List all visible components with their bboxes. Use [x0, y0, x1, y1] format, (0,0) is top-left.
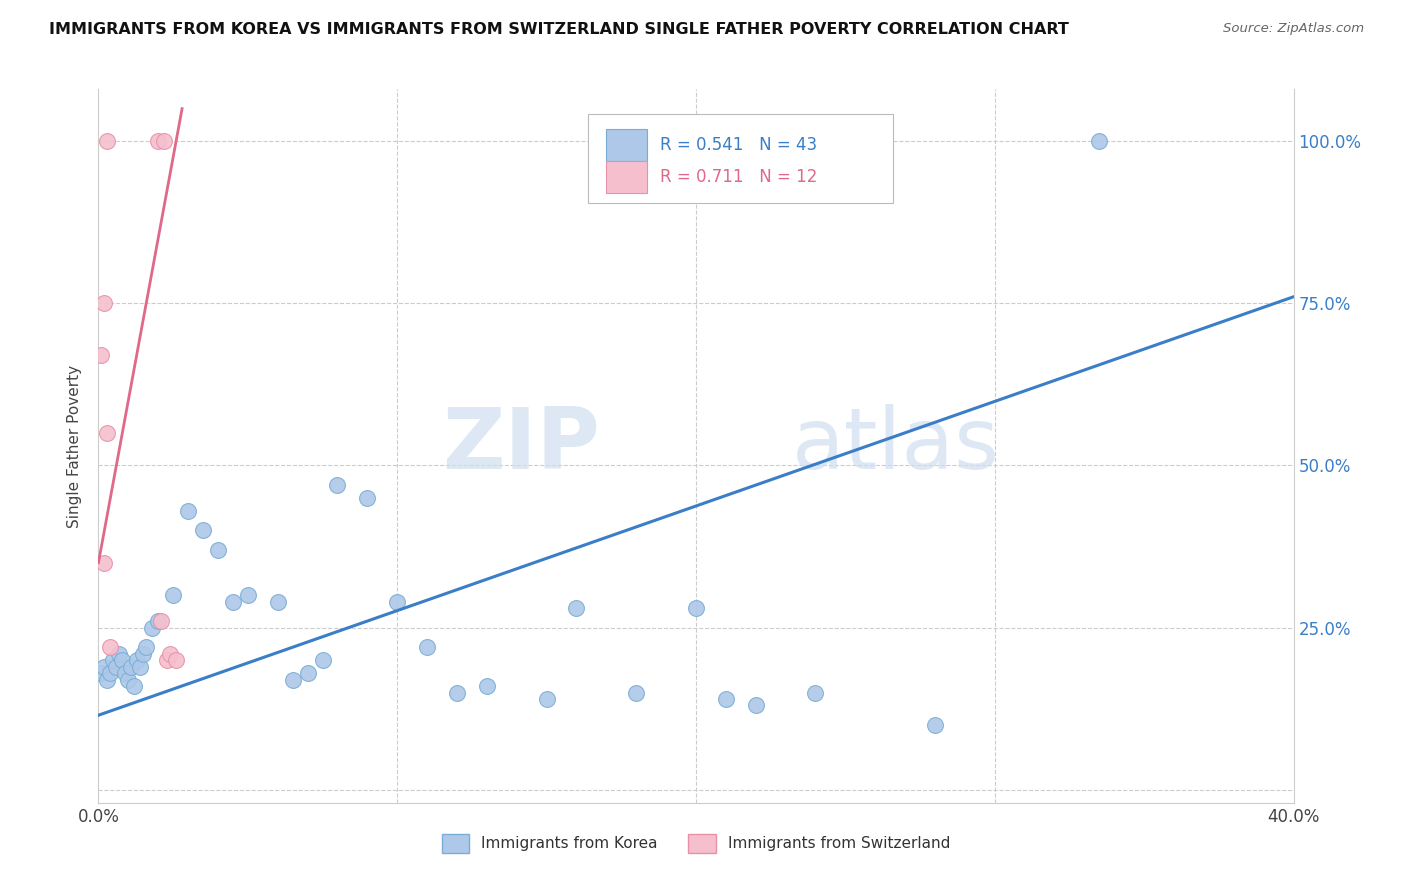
Point — [96, 673, 118, 687]
Point — [475, 679, 498, 693]
Point — [90, 666, 112, 681]
Text: Source: ZipAtlas.com: Source: ZipAtlas.com — [1223, 22, 1364, 36]
Text: R = 0.711   N = 12: R = 0.711 N = 12 — [661, 168, 817, 186]
Point — [311, 653, 333, 667]
Point — [191, 524, 214, 538]
Point — [804, 685, 827, 699]
Point — [685, 601, 707, 615]
Text: IMMIGRANTS FROM KOREA VS IMMIGRANTS FROM SWITZERLAND SINGLE FATHER POVERTY CORRE: IMMIGRANTS FROM KOREA VS IMMIGRANTS FROM… — [49, 22, 1069, 37]
Point — [93, 556, 115, 570]
Point — [326, 478, 349, 492]
Point — [177, 504, 200, 518]
Point — [98, 640, 122, 654]
Point — [356, 491, 378, 505]
Point — [153, 134, 176, 148]
Point — [108, 647, 131, 661]
Point — [98, 666, 122, 681]
Point — [90, 348, 112, 362]
Point — [626, 685, 648, 699]
Point — [132, 647, 155, 661]
Point — [124, 679, 146, 693]
Point — [148, 134, 170, 148]
Point — [105, 659, 128, 673]
Point — [156, 653, 179, 667]
Point — [267, 595, 290, 609]
Point — [141, 621, 163, 635]
Point — [93, 659, 115, 673]
Point — [111, 653, 134, 667]
Point — [1088, 134, 1111, 148]
Text: R = 0.541   N = 43: R = 0.541 N = 43 — [661, 136, 817, 153]
Point — [565, 601, 588, 615]
Text: atlas: atlas — [792, 404, 1000, 488]
Point — [96, 134, 118, 148]
FancyBboxPatch shape — [606, 129, 647, 161]
Point — [446, 685, 468, 699]
Point — [222, 595, 245, 609]
Point — [714, 692, 737, 706]
Point — [236, 588, 259, 602]
Point — [165, 653, 187, 667]
Point — [297, 666, 319, 681]
Y-axis label: Single Father Poverty: Single Father Poverty — [67, 365, 83, 527]
Point — [120, 659, 142, 673]
Point — [103, 653, 125, 667]
Point — [117, 673, 139, 687]
FancyBboxPatch shape — [589, 114, 893, 203]
Point — [127, 653, 149, 667]
Point — [135, 640, 157, 654]
Point — [159, 647, 181, 661]
Point — [745, 698, 768, 713]
Point — [148, 614, 170, 628]
Legend: Immigrants from Korea, Immigrants from Switzerland: Immigrants from Korea, Immigrants from S… — [436, 828, 956, 859]
Point — [114, 666, 136, 681]
Point — [207, 542, 229, 557]
Point — [536, 692, 558, 706]
Point — [129, 659, 152, 673]
Point — [416, 640, 439, 654]
Point — [162, 588, 184, 602]
Text: ZIP: ZIP — [443, 404, 600, 488]
FancyBboxPatch shape — [606, 161, 647, 193]
Point — [150, 614, 173, 628]
Point — [281, 673, 304, 687]
Point — [924, 718, 946, 732]
Point — [96, 425, 118, 440]
Point — [385, 595, 409, 609]
Point — [93, 296, 115, 310]
